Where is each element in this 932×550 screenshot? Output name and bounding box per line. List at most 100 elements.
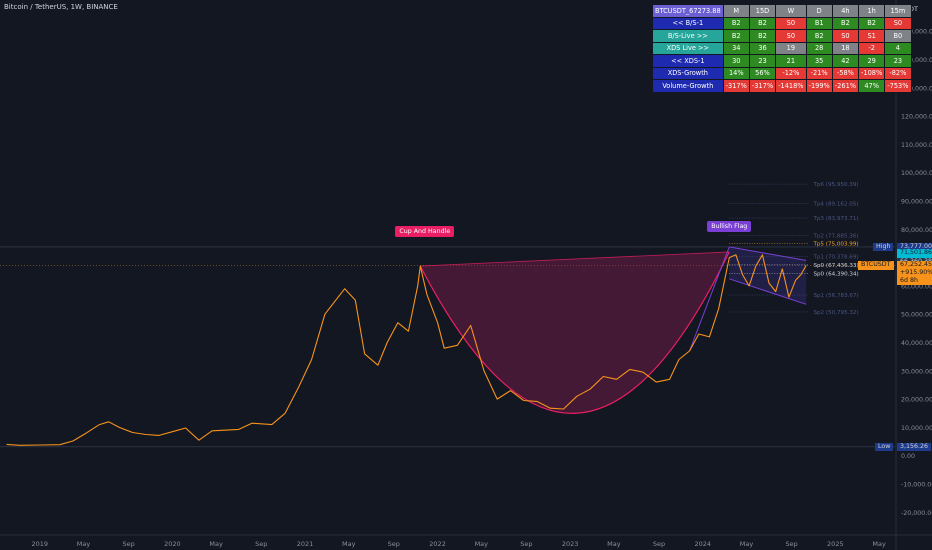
cup-fill — [420, 251, 730, 414]
target-label: Tp6 (95,950.39) — [812, 182, 858, 188]
target-label: Sp0 (67,436.33) — [813, 263, 858, 269]
table-cell: 56% — [748, 66, 777, 80]
x-tick-label: 2024 — [694, 540, 711, 548]
y-tick-label: 60,000.00 — [901, 283, 932, 290]
signal-table: BTCUSDT_67273.88 M 15D W D 4h 1h 15m << B/S-1 B2 B… — [652, 4, 912, 93]
x-tick-label: Sep — [520, 540, 532, 548]
x-tick-label: Sep — [388, 540, 400, 548]
y-tick-label: 40,000.00 — [901, 340, 932, 347]
table-cell: 30 — [722, 54, 750, 68]
target-label: Tp5 (75,003.99) — [812, 241, 858, 247]
table-cell: -82% — [884, 66, 912, 80]
low-tag-label: Low — [875, 442, 894, 452]
flag-pole — [689, 246, 730, 352]
table-cell: S0 — [775, 29, 807, 43]
table-cell: -753% — [884, 79, 912, 93]
table-column-header: 15m — [884, 4, 912, 18]
low-price-tag: 3,156.26 — [897, 442, 932, 452]
x-tick-label: 2022 — [429, 540, 446, 548]
bullish-flag-label[interactable]: Bullish Flag — [707, 220, 752, 232]
table-cell: B2 — [858, 16, 886, 30]
cup-and-handle-label[interactable]: Cup And Handle — [395, 226, 455, 238]
x-tick-label: 2020 — [164, 540, 181, 548]
table-cell: B0 — [884, 29, 912, 43]
y-tick-label: 50,000.00 — [901, 312, 932, 319]
table-row-label: << B/S-1 — [652, 16, 724, 30]
x-tick-label: Sep — [122, 540, 134, 548]
table-column-header: D — [805, 4, 833, 18]
target-label: Sp1 (56,783.67) — [813, 293, 858, 299]
table-cell: S1 — [858, 29, 886, 43]
target-label: Tp2 (77,885.36) — [812, 233, 858, 239]
y-tick-label: -10,000.00 — [901, 482, 932, 489]
table-cell: -199% — [805, 79, 833, 93]
table-row-label: Volume-Growth — [652, 79, 724, 93]
x-tick-label: 2021 — [297, 540, 314, 548]
table-cell: -261% — [831, 79, 860, 93]
table-cell: B2 — [805, 29, 833, 43]
x-tick-label: Sep — [785, 540, 797, 548]
x-tick-label: May — [872, 540, 886, 548]
price-line — [6, 254, 807, 446]
x-tick-label: May — [740, 540, 754, 548]
table-cell: B1 — [805, 16, 833, 30]
table-cell: -21% — [805, 66, 833, 80]
table-cell: -2 — [858, 41, 886, 55]
y-tick-label: 20,000.00 — [901, 397, 932, 404]
table-cell: 4 — [884, 41, 912, 55]
table-cell: 35 — [805, 54, 833, 68]
target-label: Tp4 (89,162.05) — [812, 201, 858, 207]
cup-rim — [420, 251, 730, 267]
table-cell: 23 — [748, 54, 777, 68]
table-cell: 23 — [884, 54, 912, 68]
table-cell: B2 — [748, 16, 777, 30]
high-price-tag: 73,777.00 — [897, 242, 932, 252]
table-row-label: XDS-Growth — [652, 66, 724, 80]
table-cell: B2 — [722, 29, 750, 43]
target-label: Sp2 (50,795.32) — [813, 310, 858, 316]
x-tick-label: Sep — [255, 540, 267, 548]
x-tick-label: 2023 — [562, 540, 579, 548]
x-tick-label: 2025 — [827, 540, 844, 548]
x-tick-label: May — [475, 540, 489, 548]
y-tick-label: 120,000.00 — [901, 114, 932, 121]
table-row-label: << XDS-1 — [652, 54, 724, 68]
flag-bottom-line — [729, 278, 807, 305]
table-cell: B2 — [831, 16, 860, 30]
cup-curve — [419, 251, 730, 414]
target-label: Tp1 (70,378.69) — [812, 255, 858, 261]
table-cell: S0 — [775, 16, 807, 30]
target-label: Sp0 (64,390.34) — [813, 271, 858, 277]
table-row-label: XDS Live >> — [652, 41, 724, 55]
table-cell: S0 — [884, 16, 912, 30]
table-cell: 19 — [775, 41, 807, 55]
table-column-header: 15D — [748, 4, 777, 18]
y-tick-label: 0.00 — [901, 453, 915, 460]
y-tick-label: 90,000.00 — [901, 198, 932, 205]
x-tick-label: May — [77, 540, 91, 548]
table-cell: 42 — [831, 54, 860, 68]
table-cell: B2 — [748, 29, 777, 43]
table-row-label: B/S-Live >> — [652, 29, 724, 43]
table-cell: 21 — [775, 54, 807, 68]
table-cell: -108% — [858, 66, 886, 80]
table-cell: -317% — [722, 79, 750, 93]
table-cell: -12% — [775, 66, 807, 80]
x-tick-label: Sep — [653, 540, 665, 548]
table-cell: S0 — [831, 29, 860, 43]
table-cell: 28 — [805, 41, 833, 55]
table-cell: 29 — [858, 54, 886, 68]
y-tick-label: 110,000.00 — [901, 142, 932, 149]
flag-top-line — [729, 246, 807, 261]
chart-title: Bitcoin / TetherUS, 1W, BINANCE — [4, 3, 118, 11]
bar-countdown: 6d 8h — [900, 277, 919, 285]
x-tick-label: May — [607, 540, 621, 548]
table-cell: -1418% — [775, 79, 807, 93]
y-tick-label: 150,000.00 — [901, 29, 932, 36]
table-cell: 14% — [722, 66, 750, 80]
table-cell: -317% — [748, 79, 777, 93]
x-tick-label: May — [342, 540, 356, 548]
target-label: Tp3 (83,973.71) — [812, 216, 858, 222]
last-price-value: 67,252.45 — [900, 261, 932, 269]
symbol-tag: BTCUSDT — [858, 261, 894, 270]
